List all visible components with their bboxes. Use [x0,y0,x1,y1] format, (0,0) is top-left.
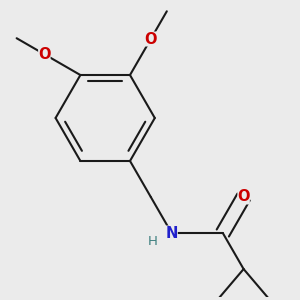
Text: O: O [237,190,250,205]
Text: N: N [165,226,178,241]
Text: H: H [147,235,157,248]
Text: O: O [38,47,51,62]
Text: O: O [145,32,157,46]
